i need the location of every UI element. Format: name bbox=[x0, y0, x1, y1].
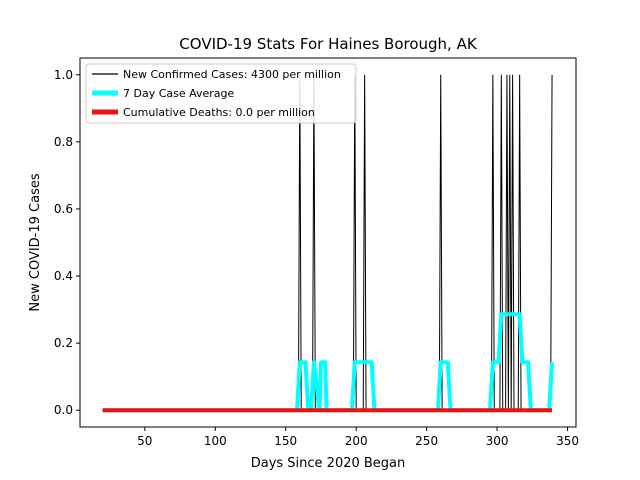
x-tick-label: 350 bbox=[556, 434, 579, 448]
y-tick-label: 1.0 bbox=[54, 68, 73, 82]
y-axis-label: New COVID-19 Cases bbox=[28, 173, 43, 311]
legend: New Confirmed Cases: 4300 per million 7 … bbox=[85, 63, 357, 124]
x-tick-label: 250 bbox=[415, 434, 438, 448]
ticks-layer: 50 100 150 200 250 300 350 0.0 0.2 0.4 0.6 0.8 1.0 bbox=[54, 68, 579, 448]
x-tick-label: 300 bbox=[486, 434, 509, 448]
y-tick-label: 0.2 bbox=[54, 336, 73, 350]
legend-label-average: 7 Day Case Average bbox=[123, 87, 235, 100]
y-tick-label: 0.8 bbox=[54, 135, 73, 149]
x-axis-label: Days Since 2020 Began bbox=[251, 456, 406, 471]
plot-frame bbox=[79, 57, 577, 428]
series-layer bbox=[102, 74, 555, 413]
legend-label-cases: New Confirmed Cases: 4300 per million bbox=[123, 68, 341, 81]
legend-box bbox=[85, 63, 357, 124]
chart-title: COVID-19 Stats For Haines Borough, AK bbox=[179, 35, 478, 53]
y-tick-label: 0.6 bbox=[54, 202, 73, 216]
y-tick-label: 0.4 bbox=[54, 269, 73, 283]
x-tick-label: 150 bbox=[274, 434, 297, 448]
y-tick-label: 0.0 bbox=[54, 403, 73, 417]
legend-label-deaths: Cumulative Deaths: 0.0 per million bbox=[123, 106, 315, 119]
x-tick-label: 100 bbox=[204, 434, 227, 448]
x-tick-label: 50 bbox=[137, 434, 152, 448]
x-tick-label: 200 bbox=[345, 434, 368, 448]
